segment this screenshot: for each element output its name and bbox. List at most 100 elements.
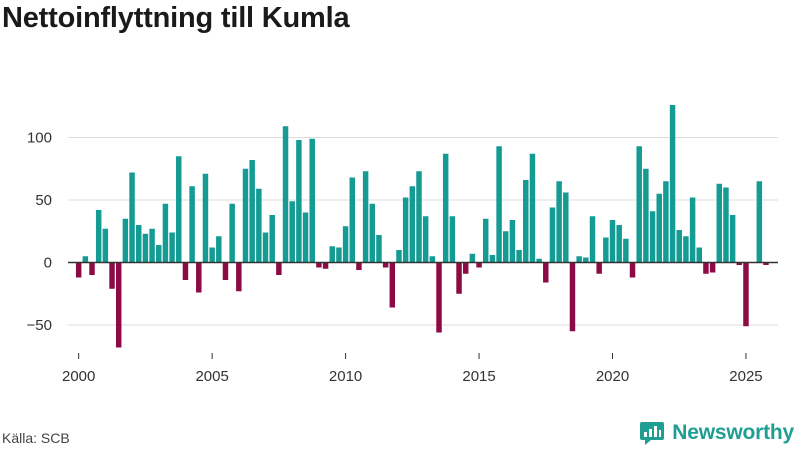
bar <box>216 236 222 263</box>
bar <box>736 262 743 265</box>
bar <box>136 225 142 263</box>
bar <box>469 253 476 263</box>
bar <box>75 262 82 278</box>
bar <box>756 181 763 263</box>
bar <box>402 197 409 263</box>
bar <box>336 247 342 263</box>
bar <box>329 246 335 263</box>
bar <box>429 256 436 263</box>
bar <box>503 231 509 263</box>
bar <box>349 177 355 263</box>
bar <box>162 203 169 263</box>
bar <box>209 247 215 263</box>
bar <box>282 126 289 263</box>
bar <box>743 262 749 327</box>
bar <box>229 203 235 263</box>
brand-name: Newsworthy <box>672 421 794 444</box>
bar <box>536 258 542 263</box>
bar <box>676 230 682 263</box>
bar <box>643 168 649 263</box>
y-tick-label: 50 <box>35 192 52 209</box>
bar <box>509 220 516 263</box>
bar <box>576 256 582 263</box>
bar <box>656 193 662 263</box>
x-tick-label: 2010 <box>329 368 362 385</box>
bar <box>289 201 295 263</box>
bar <box>609 220 616 263</box>
bar <box>296 140 302 263</box>
bar <box>376 235 382 263</box>
bar <box>115 262 122 348</box>
bar <box>649 211 656 263</box>
bar <box>683 236 689 263</box>
bar <box>82 256 89 263</box>
bar <box>596 262 602 274</box>
bar <box>629 262 636 278</box>
bar <box>102 228 109 263</box>
bar <box>462 262 469 274</box>
bar <box>689 197 696 263</box>
bar <box>389 262 396 308</box>
y-tick-label: 100 <box>27 130 52 147</box>
bar <box>669 105 676 263</box>
bar <box>449 216 456 263</box>
bar <box>489 255 496 263</box>
bar <box>523 180 529 263</box>
bar <box>476 262 482 268</box>
bar <box>396 250 402 263</box>
bar <box>89 262 95 275</box>
bar <box>603 237 609 263</box>
bar <box>316 262 322 268</box>
bar <box>189 186 195 263</box>
bar <box>636 146 642 263</box>
bar <box>342 226 349 263</box>
bars <box>75 105 769 348</box>
bar <box>623 238 629 263</box>
bar <box>156 245 162 263</box>
bar <box>95 210 102 263</box>
bar <box>196 262 202 293</box>
bar <box>589 216 596 263</box>
bar <box>249 160 255 263</box>
bar <box>382 262 389 268</box>
x-tick-label: 2015 <box>462 368 495 385</box>
source-note: Källa: SCB <box>2 430 70 446</box>
bar <box>696 247 702 263</box>
axes: 100 50 0 −50 2000 2005 2010 2015 2020 2025 <box>27 130 778 385</box>
bar <box>543 262 549 283</box>
bar <box>549 207 556 263</box>
bar <box>362 171 369 263</box>
bar <box>222 262 229 280</box>
bar <box>142 233 149 263</box>
bar <box>242 168 249 263</box>
bar <box>496 146 502 263</box>
bar <box>256 188 262 263</box>
x-tick-label: 2025 <box>729 368 762 385</box>
bar <box>236 262 242 292</box>
bar <box>122 218 129 263</box>
bar <box>456 262 462 294</box>
bar <box>442 153 449 263</box>
bar <box>269 215 275 263</box>
bar <box>202 173 209 263</box>
bar <box>569 262 576 332</box>
bar <box>436 262 442 333</box>
brand-logo[interactable]: Newsworthy <box>639 420 794 446</box>
bar <box>563 192 569 263</box>
bar <box>663 181 669 263</box>
bar <box>482 218 489 263</box>
newsworthy-logo-icon <box>640 422 665 445</box>
bar <box>149 228 155 263</box>
bar <box>409 186 416 263</box>
bar <box>262 232 269 263</box>
chart-title: Nettoinflyttning till Kumla <box>2 2 350 34</box>
bar <box>369 203 376 263</box>
x-tick-label: 2000 <box>62 368 95 385</box>
bar <box>529 153 536 263</box>
bar <box>422 216 429 263</box>
bar <box>556 181 562 263</box>
bar <box>276 262 282 275</box>
x-tick-label: 2005 <box>195 368 228 385</box>
y-tick-label: −50 <box>27 317 52 334</box>
